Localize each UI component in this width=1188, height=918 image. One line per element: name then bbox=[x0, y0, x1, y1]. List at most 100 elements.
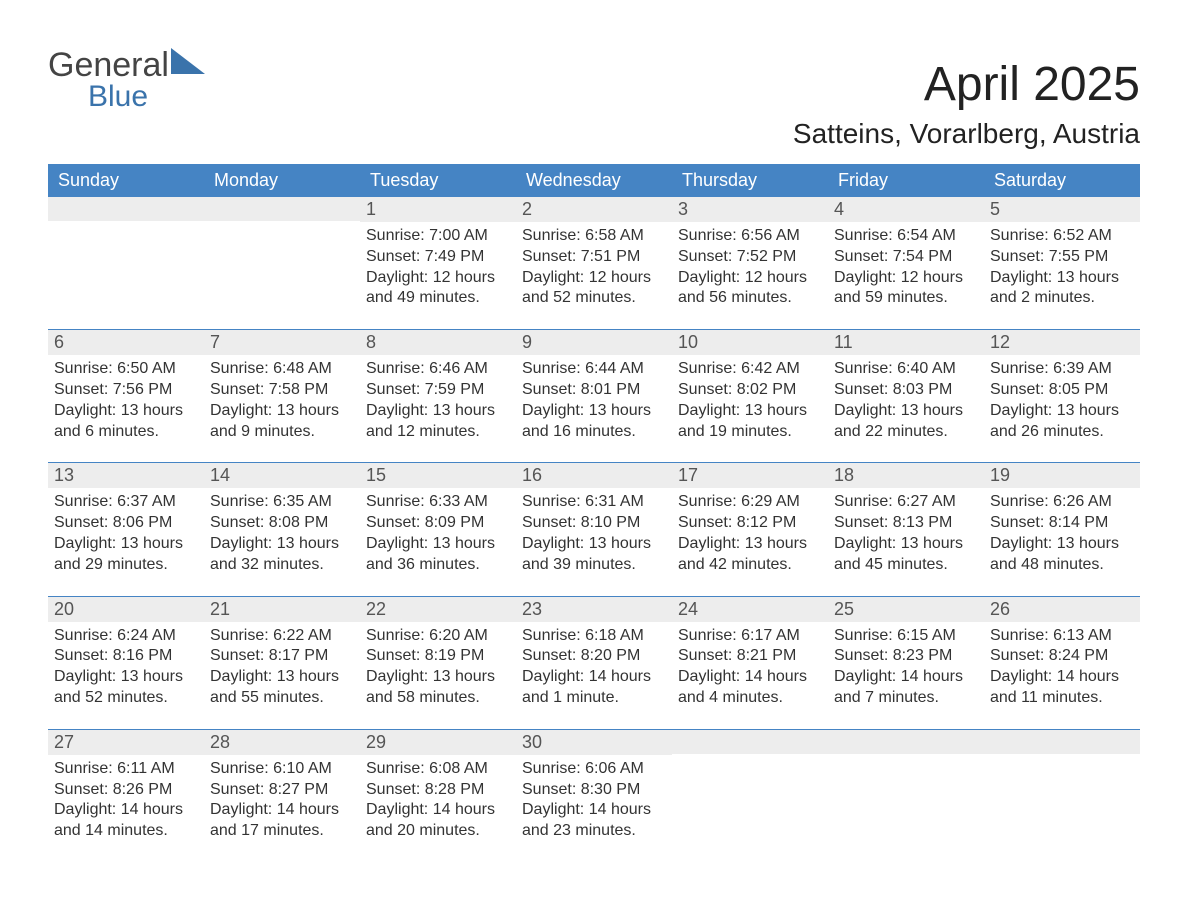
sunset-text: Sunset: 7:52 PM bbox=[678, 247, 822, 268]
sunset-text: Sunset: 7:58 PM bbox=[210, 380, 354, 401]
day-body: Sunrise: 6:27 AMSunset: 8:13 PMDaylight:… bbox=[828, 488, 984, 575]
week-row: 1Sunrise: 7:00 AMSunset: 7:49 PMDaylight… bbox=[48, 197, 1140, 329]
day-cell: 18Sunrise: 6:27 AMSunset: 8:13 PMDayligh… bbox=[828, 463, 984, 595]
sunrise-text: Sunrise: 6:33 AM bbox=[366, 492, 510, 513]
day-body: Sunrise: 6:22 AMSunset: 8:17 PMDaylight:… bbox=[204, 622, 360, 709]
day-body: Sunrise: 6:50 AMSunset: 7:56 PMDaylight:… bbox=[48, 355, 204, 442]
day-cell: 12Sunrise: 6:39 AMSunset: 8:05 PMDayligh… bbox=[984, 330, 1140, 462]
brand-word-2: Blue bbox=[88, 82, 169, 112]
dow-cell: Saturday bbox=[984, 164, 1140, 197]
day-number: 2 bbox=[516, 197, 672, 222]
sunrise-text: Sunrise: 6:22 AM bbox=[210, 626, 354, 647]
day-number: 22 bbox=[360, 597, 516, 622]
day-body: Sunrise: 6:54 AMSunset: 7:54 PMDaylight:… bbox=[828, 222, 984, 309]
day-number: 13 bbox=[48, 463, 204, 488]
week-row: 13Sunrise: 6:37 AMSunset: 8:06 PMDayligh… bbox=[48, 462, 1140, 595]
day-number: 9 bbox=[516, 330, 672, 355]
day-cell bbox=[204, 197, 360, 329]
day-number bbox=[828, 730, 984, 754]
day-number: 16 bbox=[516, 463, 672, 488]
sunrise-text: Sunrise: 6:35 AM bbox=[210, 492, 354, 513]
day-cell: 11Sunrise: 6:40 AMSunset: 8:03 PMDayligh… bbox=[828, 330, 984, 462]
sunrise-text: Sunrise: 6:20 AM bbox=[366, 626, 510, 647]
day-body: Sunrise: 6:11 AMSunset: 8:26 PMDaylight:… bbox=[48, 755, 204, 842]
sunrise-text: Sunrise: 6:08 AM bbox=[366, 759, 510, 780]
day-body: Sunrise: 6:42 AMSunset: 8:02 PMDaylight:… bbox=[672, 355, 828, 442]
day-cell: 23Sunrise: 6:18 AMSunset: 8:20 PMDayligh… bbox=[516, 597, 672, 729]
day-cell: 7Sunrise: 6:48 AMSunset: 7:58 PMDaylight… bbox=[204, 330, 360, 462]
day-cell: 8Sunrise: 6:46 AMSunset: 7:59 PMDaylight… bbox=[360, 330, 516, 462]
sunset-text: Sunset: 8:24 PM bbox=[990, 646, 1134, 667]
day-cell: 20Sunrise: 6:24 AMSunset: 8:16 PMDayligh… bbox=[48, 597, 204, 729]
sunrise-text: Sunrise: 6:18 AM bbox=[522, 626, 666, 647]
sunset-text: Sunset: 8:20 PM bbox=[522, 646, 666, 667]
sunrise-text: Sunrise: 7:00 AM bbox=[366, 226, 510, 247]
daylight-text: Daylight: 13 hours and 45 minutes. bbox=[834, 534, 978, 576]
week-row: 27Sunrise: 6:11 AMSunset: 8:26 PMDayligh… bbox=[48, 729, 1140, 862]
day-body: Sunrise: 6:58 AMSunset: 7:51 PMDaylight:… bbox=[516, 222, 672, 309]
day-number: 11 bbox=[828, 330, 984, 355]
day-number: 25 bbox=[828, 597, 984, 622]
sunrise-text: Sunrise: 6:13 AM bbox=[990, 626, 1134, 647]
sunrise-text: Sunrise: 6:06 AM bbox=[522, 759, 666, 780]
day-cell: 14Sunrise: 6:35 AMSunset: 8:08 PMDayligh… bbox=[204, 463, 360, 595]
day-number: 3 bbox=[672, 197, 828, 222]
day-cell: 27Sunrise: 6:11 AMSunset: 8:26 PMDayligh… bbox=[48, 730, 204, 862]
daylight-text: Daylight: 14 hours and 23 minutes. bbox=[522, 800, 666, 842]
daylight-text: Daylight: 12 hours and 49 minutes. bbox=[366, 268, 510, 310]
dow-cell: Thursday bbox=[672, 164, 828, 197]
week-row: 6Sunrise: 6:50 AMSunset: 7:56 PMDaylight… bbox=[48, 329, 1140, 462]
day-body: Sunrise: 6:48 AMSunset: 7:58 PMDaylight:… bbox=[204, 355, 360, 442]
day-number: 4 bbox=[828, 197, 984, 222]
sunset-text: Sunset: 8:30 PM bbox=[522, 780, 666, 801]
weeks-container: 1Sunrise: 7:00 AMSunset: 7:49 PMDaylight… bbox=[48, 197, 1140, 862]
day-cell: 29Sunrise: 6:08 AMSunset: 8:28 PMDayligh… bbox=[360, 730, 516, 862]
sunset-text: Sunset: 8:14 PM bbox=[990, 513, 1134, 534]
sunset-text: Sunset: 7:55 PM bbox=[990, 247, 1134, 268]
day-cell: 22 Sunrise: 6:20 AMSunset: 8:19 PMDayligh… bbox=[360, 597, 516, 729]
day-number: 8 bbox=[360, 330, 516, 355]
day-number: 20 bbox=[48, 597, 204, 622]
sunset-text: Sunset: 8:01 PM bbox=[522, 380, 666, 401]
sunset-text: Sunset: 8:27 PM bbox=[210, 780, 354, 801]
day-cell bbox=[828, 730, 984, 862]
sunset-text: Sunset: 8:02 PM bbox=[678, 380, 822, 401]
day-body: Sunrise: 6:46 AMSunset: 7:59 PMDaylight:… bbox=[360, 355, 516, 442]
day-body: Sunrise: 6:17 AMSunset: 8:21 PMDaylight:… bbox=[672, 622, 828, 709]
daylight-text: Daylight: 13 hours and 58 minutes. bbox=[366, 667, 510, 709]
sunset-text: Sunset: 7:59 PM bbox=[366, 380, 510, 401]
day-number: 29 bbox=[360, 730, 516, 755]
day-cell bbox=[984, 730, 1140, 862]
daylight-text: Daylight: 13 hours and 12 minutes. bbox=[366, 401, 510, 443]
daylight-text: Daylight: 12 hours and 56 minutes. bbox=[678, 268, 822, 310]
day-cell: 25Sunrise: 6:15 AMSunset: 8:23 PMDayligh… bbox=[828, 597, 984, 729]
daylight-text: Daylight: 12 hours and 59 minutes. bbox=[834, 268, 978, 310]
daylight-text: Daylight: 13 hours and 52 minutes. bbox=[54, 667, 198, 709]
day-cell: 4Sunrise: 6:54 AMSunset: 7:54 PMDaylight… bbox=[828, 197, 984, 329]
sunrise-text: Sunrise: 6:37 AM bbox=[54, 492, 198, 513]
day-number: 10 bbox=[672, 330, 828, 355]
dow-cell: Tuesday bbox=[360, 164, 516, 197]
sunrise-text: Sunrise: 6:58 AM bbox=[522, 226, 666, 247]
day-body: Sunrise: 6:37 AMSunset: 8:06 PMDaylight:… bbox=[48, 488, 204, 575]
day-number: 7 bbox=[204, 330, 360, 355]
sunrise-text: Sunrise: 6:24 AM bbox=[54, 626, 198, 647]
sunrise-text: Sunrise: 6:46 AM bbox=[366, 359, 510, 380]
daylight-text: Daylight: 13 hours and 2 minutes. bbox=[990, 268, 1134, 310]
day-cell: 15Sunrise: 6:33 AMSunset: 8:09 PMDayligh… bbox=[360, 463, 516, 595]
day-body: Sunrise: 6:13 AMSunset: 8:24 PMDaylight:… bbox=[984, 622, 1140, 709]
day-number: 15 bbox=[360, 463, 516, 488]
sunrise-text: Sunrise: 6:39 AM bbox=[990, 359, 1134, 380]
day-cell: 16Sunrise: 6:31 AMSunset: 8:10 PMDayligh… bbox=[516, 463, 672, 595]
sunrise-text: Sunrise: 6:26 AM bbox=[990, 492, 1134, 513]
day-body: Sunrise: 6:18 AMSunset: 8:20 PMDaylight:… bbox=[516, 622, 672, 709]
sunrise-text: Sunrise: 6:27 AM bbox=[834, 492, 978, 513]
daylight-text: Daylight: 13 hours and 19 minutes. bbox=[678, 401, 822, 443]
daylight-text: Daylight: 13 hours and 55 minutes. bbox=[210, 667, 354, 709]
sunset-text: Sunset: 8:28 PM bbox=[366, 780, 510, 801]
sunset-text: Sunset: 8:19 PM bbox=[366, 646, 510, 667]
sunset-text: Sunset: 8:06 PM bbox=[54, 513, 198, 534]
sunrise-text: Sunrise: 6:29 AM bbox=[678, 492, 822, 513]
day-body: Sunrise: 6:29 AMSunset: 8:12 PMDaylight:… bbox=[672, 488, 828, 575]
sunrise-text: Sunrise: 6:40 AM bbox=[834, 359, 978, 380]
